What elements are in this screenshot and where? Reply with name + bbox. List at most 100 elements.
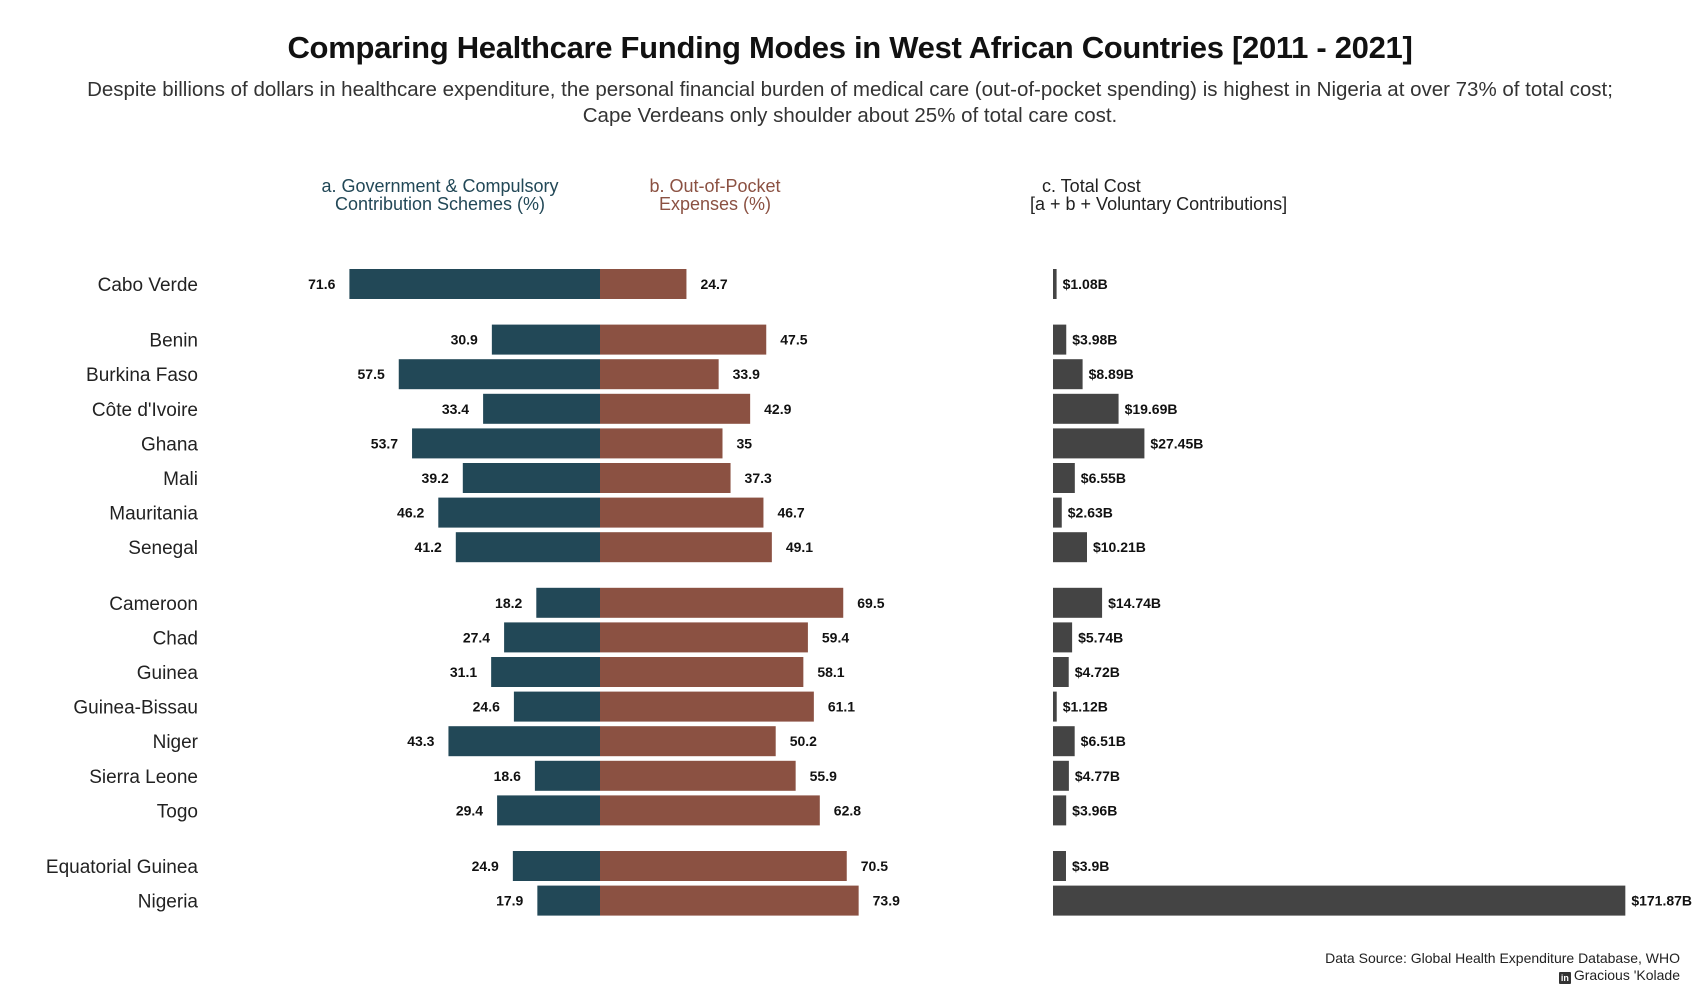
header-total-cost: c. Total Cost [a + b + Voluntary Contrib… xyxy=(1030,177,1330,213)
value-out-of-pocket-mali: 37.3 xyxy=(745,470,772,486)
value-total-cost-benin: $3.98B xyxy=(1072,332,1117,348)
bar-out-of-pocket-sierra-leone xyxy=(600,760,796,791)
value-total-cost-guinea-bissau: $1.12B xyxy=(1063,699,1108,715)
value-total-cost-burkina-faso: $8.89B xyxy=(1089,366,1134,382)
bar-out-of-pocket-guinea-bissau xyxy=(600,691,814,722)
header-government-line-2: Contribution Schemes (%) xyxy=(334,194,546,214)
country-label-mauritania: Mauritania xyxy=(109,504,198,525)
value-total-cost-cabo-verde: $1.08B xyxy=(1063,276,1108,292)
bar-government-sierra-leone xyxy=(534,760,600,791)
country-label-benin: Benin xyxy=(149,331,198,352)
chart-subtitle: Despite billions of dollars in healthcar… xyxy=(40,77,1660,129)
bar-total-cost-nigeria xyxy=(1053,885,1626,916)
bar-out-of-pocket-benin xyxy=(600,324,767,355)
header-total-line-2: [a + b + Voluntary Contributions] xyxy=(1030,194,1288,214)
value-government-nigeria: 17.9 xyxy=(496,893,523,909)
bar-total-cost-guinea-bissau xyxy=(1053,691,1057,722)
value-total-cost-mauritania: $2.63B xyxy=(1068,505,1113,521)
value-out-of-pocket-cote-d-ivoire: 42.9 xyxy=(764,401,791,417)
bar-out-of-pocket-togo xyxy=(600,795,820,826)
country-label-cabo-verde: Cabo Verde xyxy=(98,275,198,296)
country-label-niger: Niger xyxy=(153,732,199,753)
bar-total-cost-chad xyxy=(1053,622,1073,653)
value-government-cameroon: 18.2 xyxy=(495,595,522,611)
value-out-of-pocket-cabo-verde: 24.7 xyxy=(700,276,727,292)
bar-total-cost-guinea xyxy=(1053,657,1069,687)
bar-total-cost-benin xyxy=(1053,324,1067,355)
value-out-of-pocket-niger: 50.2 xyxy=(790,733,817,749)
source-note: Data Source: Global Health Expenditure D… xyxy=(1325,950,1680,984)
value-total-cost-equatorial-guinea: $3.9B xyxy=(1072,858,1109,874)
header-total-line-1: c. Total Cost xyxy=(1042,176,1141,196)
bar-government-equatorial-guinea xyxy=(512,851,600,881)
bar-total-cost-cote-d-ivoire xyxy=(1053,393,1119,424)
value-government-cabo-verde: 71.6 xyxy=(308,276,335,292)
value-out-of-pocket-chad: 59.4 xyxy=(822,629,849,645)
value-total-cost-chad: $5.74B xyxy=(1078,629,1123,645)
value-government-niger: 43.3 xyxy=(407,733,434,749)
value-out-of-pocket-senegal: 49.1 xyxy=(786,539,813,555)
country-label-togo: Togo xyxy=(157,801,198,822)
value-government-guinea: 31.1 xyxy=(450,664,477,680)
subtitle-line-2: Cape Verdeans only shoulder about 25% of… xyxy=(582,104,1118,127)
country-label-ghana: Ghana xyxy=(141,434,198,455)
value-government-equatorial-guinea: 24.9 xyxy=(472,858,499,874)
country-label-cameroon: Cameroon xyxy=(109,594,198,615)
value-government-cote-d-ivoire: 33.4 xyxy=(442,401,469,417)
header-government: a. Government & Compulsory Contribution … xyxy=(290,177,590,213)
subtitle-line-1: Despite billions of dollars in healthcar… xyxy=(87,78,1613,101)
bar-government-nigeria xyxy=(537,885,600,916)
bar-government-mali xyxy=(462,463,600,493)
bar-government-cameroon xyxy=(536,587,600,618)
value-total-cost-togo: $3.96B xyxy=(1072,802,1117,818)
value-government-sierra-leone: 18.6 xyxy=(494,768,521,784)
chart-title: Comparing Healthcare Funding Modes in We… xyxy=(287,30,1413,65)
bar-government-togo xyxy=(497,795,600,826)
bar-government-niger xyxy=(448,726,600,757)
bar-out-of-pocket-cabo-verde xyxy=(600,269,687,299)
bar-total-cost-niger xyxy=(1053,726,1075,757)
bar-total-cost-equatorial-guinea xyxy=(1053,851,1066,881)
bar-out-of-pocket-nigeria xyxy=(600,885,859,916)
linkedin-icon: in xyxy=(1558,972,1571,984)
bar-out-of-pocket-guinea xyxy=(600,657,804,687)
bar-out-of-pocket-niger xyxy=(600,726,776,757)
value-government-burkina-faso: 57.5 xyxy=(358,366,385,382)
country-label-guinea: Guinea xyxy=(137,663,199,684)
bar-total-cost-burkina-faso xyxy=(1053,359,1083,390)
value-out-of-pocket-ghana: 35 xyxy=(737,435,753,451)
value-out-of-pocket-guinea-bissau: 61.1 xyxy=(828,699,855,715)
value-government-togo: 29.4 xyxy=(456,802,483,818)
value-total-cost-senegal: $10.21B xyxy=(1093,539,1146,555)
value-out-of-pocket-nigeria: 73.9 xyxy=(873,893,900,909)
bar-total-cost-mauritania xyxy=(1053,497,1062,528)
header-oop-line-2: Expenses (%) xyxy=(658,194,772,214)
bar-government-senegal xyxy=(455,532,600,563)
value-government-mauritania: 46.2 xyxy=(397,505,424,521)
bar-total-cost-cameroon xyxy=(1053,587,1103,618)
bar-total-cost-cabo-verde xyxy=(1053,269,1057,299)
country-label-equatorial-guinea: Equatorial Guinea xyxy=(46,857,199,878)
value-out-of-pocket-mauritania: 46.7 xyxy=(777,505,804,521)
bar-out-of-pocket-cameroon xyxy=(600,587,844,618)
country-label-senegal: Senegal xyxy=(128,538,198,559)
bar-out-of-pocket-mali xyxy=(600,463,731,493)
value-out-of-pocket-sierra-leone: 55.9 xyxy=(810,768,837,784)
value-out-of-pocket-benin: 47.5 xyxy=(780,332,807,348)
value-total-cost-cote-d-ivoire: $19.69B xyxy=(1125,401,1178,417)
bar-government-cote-d-ivoire xyxy=(483,393,600,424)
bar-out-of-pocket-equatorial-guinea xyxy=(600,851,847,881)
bar-out-of-pocket-mauritania xyxy=(600,497,764,528)
value-total-cost-cameroon: $14.74B xyxy=(1108,595,1161,611)
bar-government-mauritania xyxy=(438,497,600,528)
source-line-1: Data Source: Global Health Expenditure D… xyxy=(1325,950,1680,966)
bar-total-cost-sierra-leone xyxy=(1053,760,1069,791)
bar-government-cabo-verde xyxy=(349,269,600,299)
country-label-nigeria: Nigeria xyxy=(138,892,199,913)
value-government-ghana: 53.7 xyxy=(371,435,398,451)
country-label-mali: Mali xyxy=(163,469,198,490)
bar-out-of-pocket-ghana xyxy=(600,428,723,459)
value-out-of-pocket-equatorial-guinea: 70.5 xyxy=(861,858,888,874)
value-total-cost-niger: $6.51B xyxy=(1081,733,1126,749)
author-name: Gracious 'Kolade xyxy=(1573,967,1680,983)
